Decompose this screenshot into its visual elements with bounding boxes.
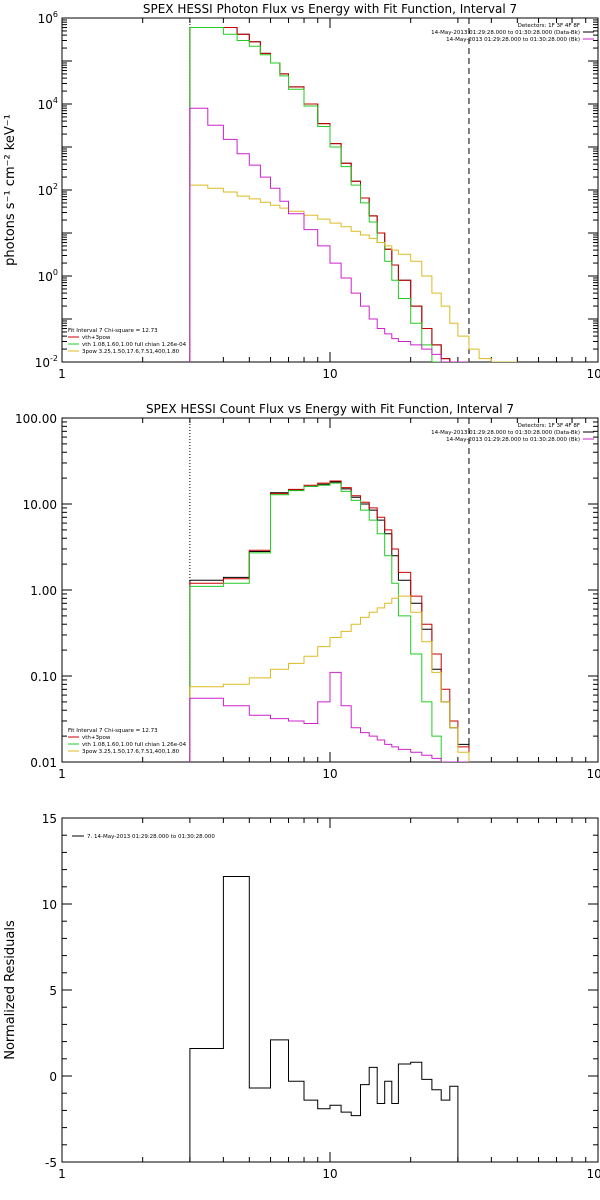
info-right-text: 14-May-2013 01:29:28.000 to 01:30:28.000… [431, 30, 580, 36]
y-tick-base: 10 [38, 98, 53, 112]
fit-summary-text: Fit Interval 7 Chi-square = 12.73 [68, 328, 158, 334]
y-tick-exponent: 2 [53, 182, 58, 191]
chart-panel-3: 1 10 100 -5 0 5 10 15 Normalized Residuals 7. 14-… [3, 812, 600, 1181]
y-tick-exponent: 4 [53, 96, 58, 105]
fit-summary-text: Fit Interval 7 Chi-square = 12.73 [68, 728, 158, 734]
info-right-text: Detectors: 1F 3F 4F 8F [518, 23, 580, 29]
chart-title: SPEX HESSI Photon Flux vs Energy with Fi… [143, 2, 517, 16]
info-right-text: 14-May-2013 01:29:28.000 to 01:30:28.000… [431, 430, 580, 436]
info-right-text: 14-May-2013 01:29:28.000 to 01:30:28.000… [446, 437, 580, 443]
y-tick-label: 100 [38, 268, 58, 284]
x-tick-label: 100 [587, 1167, 600, 1181]
y-tick-label: 10.00 [23, 498, 57, 512]
y-axis-label: Normalized Residuals [3, 920, 18, 1060]
y-tick-base: 10 [35, 356, 50, 370]
y-tick-label: 10 [42, 898, 57, 912]
series-step-5 [189, 107, 469, 362]
y-tick-base: 10 [38, 184, 53, 198]
y-axis-label: photons s⁻¹ cm⁻² keV⁻¹ [3, 114, 18, 266]
legend-label: vth+3pow [82, 735, 111, 741]
y-tick-label: 15 [42, 812, 57, 826]
data-area [189, 18, 518, 362]
info-right-text: Detectors: 1F 3F 4F 8F [518, 423, 580, 429]
chart-panel-1: SPEX HESSI Photon Flux vs Energy with Fi… [3, 2, 600, 381]
chart-title: SPEX HESSI Count Flux vs Energy with Fit… [146, 402, 514, 416]
legend-label: vth+3pow [82, 335, 111, 341]
series-step-4 [189, 595, 470, 762]
y-tick-label: 104 [38, 96, 58, 112]
y-tick-exponent: 0 [53, 268, 58, 277]
x-tick-label: 100 [587, 367, 600, 381]
y-tick-label: 5 [49, 984, 57, 998]
x-tick-label: 10 [322, 1167, 337, 1181]
x-tick-label: 100 [587, 767, 600, 781]
y-tick-label: 0 [49, 1070, 57, 1084]
y-tick-label: 102 [38, 182, 58, 198]
data-area [189, 418, 470, 762]
chart-panel-2: SPEX HESSI Count Flux vs Energy with Fit… [15, 402, 600, 781]
y-tick-label: -5 [45, 1156, 57, 1170]
series-step-3 [189, 27, 450, 362]
legend-label: vth 1.08,1.60,1.00 full chian 1.26e-04 [82, 742, 187, 748]
x-tick-label: 1 [58, 367, 66, 381]
series-step-5 [189, 671, 469, 762]
y-tick-exponent: 6 [53, 10, 58, 19]
data-area [189, 876, 469, 1162]
x-tick-label: 10 [322, 367, 337, 381]
x-tick-label: 10 [322, 767, 337, 781]
legend-label: 3pow 3.25,1.50,17.6,7.51,400,1.80 [82, 349, 180, 355]
series-step-2 [189, 480, 470, 762]
series-step-1 [189, 876, 469, 1162]
info-right-text: 14-May-2013 01:29:28.000 to 01:30:28.000… [446, 37, 580, 43]
legend-label: 3pow 3.25,1.50,17.6,7.51,400,1.80 [82, 749, 180, 755]
legend-label: 7. 14-May-2013 01:29:28.000 to 01:30:28.… [87, 834, 215, 840]
y-tick-label: 106 [38, 10, 58, 26]
x-tick-label: 1 [58, 767, 66, 781]
series-step-4 [189, 184, 518, 362]
y-tick-label: 1.00 [30, 584, 57, 598]
y-tick-base: 10 [38, 270, 53, 284]
x-tick-label: 1 [58, 1167, 66, 1181]
legend-label: vth 1.08,1.60,1.00 full chian 1.26e-04 [82, 342, 187, 348]
y-tick-label: 0.01 [30, 756, 57, 770]
y-tick-base: 10 [38, 12, 53, 26]
series-step-3 [189, 482, 442, 762]
y-tick-label: 0.10 [30, 670, 57, 684]
y-tick-label: 10-2 [35, 354, 58, 370]
y-tick-label: 100.00 [15, 412, 57, 426]
y-tick-exponent: -2 [50, 354, 58, 363]
